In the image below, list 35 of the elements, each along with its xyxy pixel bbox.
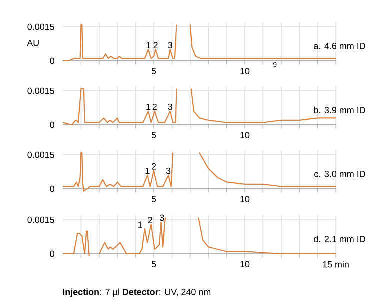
x-tick-label: 10	[240, 68, 250, 75]
x-tick-label: 5	[152, 196, 156, 202]
annotation: 1	[138, 222, 142, 228]
text: Injection: 7 µl Detector: UV, 240 nm	[63, 288, 211, 298]
annotation: 2	[152, 163, 156, 170]
y-tick-label: 0.0015	[28, 88, 54, 94]
y-tick-label: 0	[50, 186, 54, 192]
annotation: 1	[146, 42, 151, 48]
annotation: 3	[166, 168, 171, 174]
y-tick-label: 0	[50, 122, 54, 128]
annotation: c. 3.0 mm ID	[314, 170, 366, 178]
annotation: 2	[154, 42, 158, 48]
y-tick-label: 0.0015	[28, 152, 54, 158]
y-tick-label: 0.0015	[28, 24, 54, 30]
y-tick-label: 0	[50, 58, 54, 64]
x-tick-label: 15 min	[323, 261, 349, 268]
y-axis-title: AU	[27, 40, 39, 46]
x-tick-label: 10	[240, 261, 250, 268]
annotation: b. 3.9 mm ID	[314, 106, 366, 114]
y-tick-label: 0	[50, 250, 54, 258]
annotation: 2	[148, 217, 152, 224]
annotation: a. 4.6 mm ID	[314, 42, 366, 50]
x-tick-label: 10	[240, 132, 250, 139]
annotation: 1	[146, 104, 151, 110]
x-tick-label: 5	[152, 68, 156, 74]
annotation: 3	[160, 214, 164, 222]
annotation: 1	[146, 168, 150, 174]
x-tick-label: 5	[152, 261, 156, 268]
annotation: 3	[168, 104, 172, 110]
annotation: 3	[168, 42, 172, 48]
y-tick-label: 0.0015	[28, 216, 54, 224]
annotation: d. 2.1 mm ID	[314, 236, 366, 242]
x-tick-label: 5	[152, 132, 156, 138]
x-tick-label: 10	[240, 196, 250, 203]
annotation: 2	[152, 104, 157, 110]
